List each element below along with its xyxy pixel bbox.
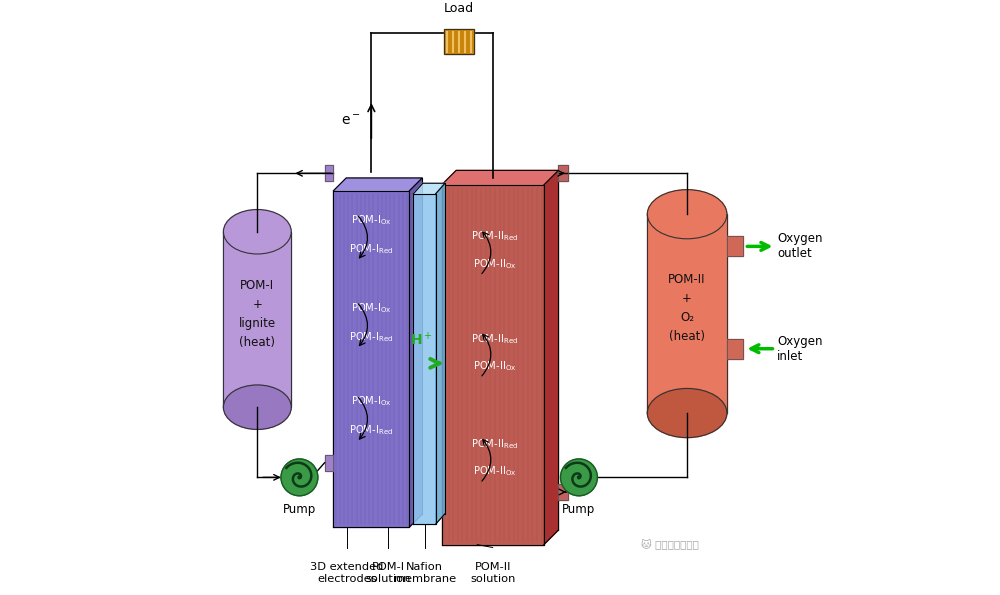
Bar <box>727 339 743 359</box>
Bar <box>558 165 568 181</box>
Bar <box>325 455 333 471</box>
Text: Oxygen
inlet: Oxygen inlet <box>777 335 823 363</box>
Circle shape <box>578 476 580 479</box>
Bar <box>558 484 568 500</box>
Polygon shape <box>442 170 558 185</box>
Polygon shape <box>413 183 445 194</box>
Text: 3D extended
electrodes: 3D extended electrodes <box>310 562 384 584</box>
Polygon shape <box>436 183 445 524</box>
Text: POM-II$_{\mathregular{Red}}$: POM-II$_{\mathregular{Red}}$ <box>471 437 518 451</box>
Bar <box>333 191 409 527</box>
Polygon shape <box>544 170 558 544</box>
Text: POM-II
+
O₂
(heat): POM-II + O₂ (heat) <box>668 273 706 343</box>
Text: Oxygen
outlet: Oxygen outlet <box>777 233 823 261</box>
Bar <box>442 185 544 544</box>
Bar <box>444 29 474 54</box>
Text: POM-I$_{\mathregular{Ox}}$: POM-I$_{\mathregular{Ox}}$ <box>351 213 392 227</box>
Bar <box>558 165 568 181</box>
Ellipse shape <box>223 209 291 254</box>
Text: 🐱 中国工程院院刊: 🐱 中国工程院院刊 <box>641 539 699 550</box>
Text: Nafion
membrane: Nafion membrane <box>394 562 456 584</box>
Polygon shape <box>223 232 291 407</box>
Bar <box>442 185 544 544</box>
Bar <box>325 455 333 471</box>
Text: POM-I$_{\mathregular{Red}}$: POM-I$_{\mathregular{Red}}$ <box>349 424 393 437</box>
Polygon shape <box>409 178 422 527</box>
Ellipse shape <box>647 190 727 239</box>
Text: POM-I$_{\mathregular{Red}}$: POM-I$_{\mathregular{Red}}$ <box>349 330 393 344</box>
Polygon shape <box>333 178 422 191</box>
Bar <box>325 165 333 181</box>
Bar <box>727 339 743 359</box>
Text: POM-II$_{\mathregular{Ox}}$: POM-II$_{\mathregular{Ox}}$ <box>473 257 517 271</box>
Bar <box>727 236 743 256</box>
Circle shape <box>298 476 301 479</box>
Text: POM-II$_{\mathregular{Ox}}$: POM-II$_{\mathregular{Ox}}$ <box>473 465 517 478</box>
Text: POM-II$_{\mathregular{Ox}}$: POM-II$_{\mathregular{Ox}}$ <box>473 359 517 373</box>
Text: POM-I$_{\mathregular{Ox}}$: POM-I$_{\mathregular{Ox}}$ <box>351 301 392 315</box>
Text: Load: Load <box>444 2 474 15</box>
Text: POM-I$_{\mathregular{Ox}}$: POM-I$_{\mathregular{Ox}}$ <box>351 394 392 408</box>
Polygon shape <box>647 214 727 413</box>
Text: POM-I$_{\mathregular{Red}}$: POM-I$_{\mathregular{Red}}$ <box>349 242 393 256</box>
Circle shape <box>281 459 318 496</box>
Text: POM-I
+
lignite
(heat): POM-I + lignite (heat) <box>239 279 276 349</box>
Bar <box>558 484 568 500</box>
Bar <box>325 165 333 181</box>
Bar <box>413 194 436 524</box>
Text: POM-II$_{\mathregular{Red}}$: POM-II$_{\mathregular{Red}}$ <box>471 332 518 346</box>
Ellipse shape <box>223 385 291 430</box>
Text: Pump: Pump <box>283 503 316 516</box>
Text: e$^-$: e$^-$ <box>341 114 361 128</box>
Text: H$^+$: H$^+$ <box>410 331 433 349</box>
Text: POM-I
solution: POM-I solution <box>365 562 411 584</box>
Text: POM-II$_{\mathregular{Red}}$: POM-II$_{\mathregular{Red}}$ <box>471 230 518 243</box>
Ellipse shape <box>647 389 727 437</box>
Bar <box>727 236 743 256</box>
Text: Pump: Pump <box>562 503 596 516</box>
Text: POM-II
solution: POM-II solution <box>470 562 515 584</box>
Bar <box>444 29 474 54</box>
Circle shape <box>561 459 597 496</box>
